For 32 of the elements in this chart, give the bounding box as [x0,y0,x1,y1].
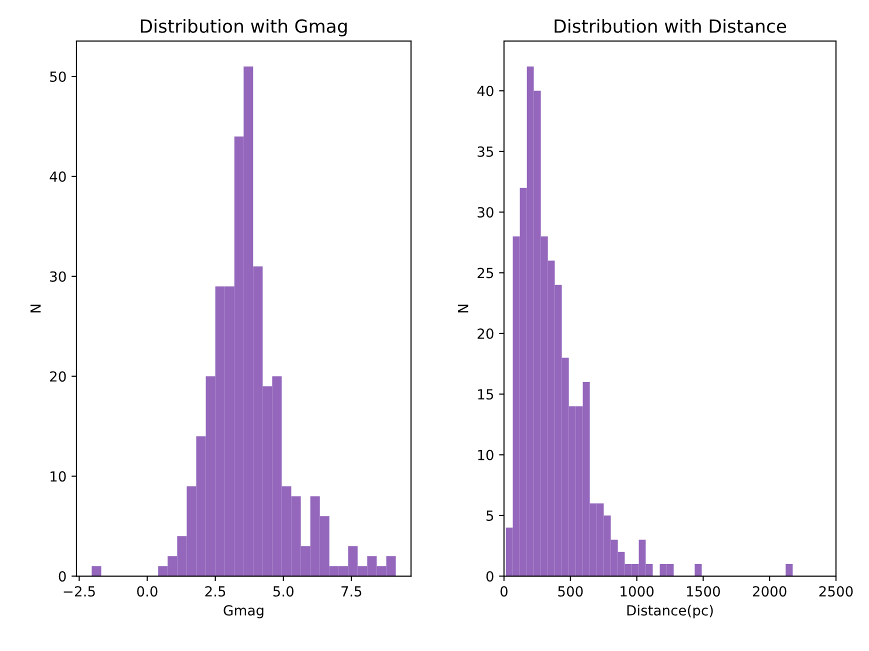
x-tick-label: 500 [558,586,583,597]
y-tick-label: 10 [50,471,66,482]
y-tick-label: 50 [50,71,66,82]
y-tick-label: 30 [478,207,494,218]
x-tick-label: 0 [500,586,508,597]
y-tick-label: 20 [478,328,494,339]
y-tick-label: 0 [486,571,494,582]
x-tick-label: 1000 [620,586,654,597]
y-tick-label: 25 [478,268,494,278]
y-axis-title: N [458,304,468,312]
y-tick-label: 0 [58,571,66,582]
chart-title: Distribution with Distance [554,18,786,33]
y-tick-label: 10 [478,450,494,460]
y-tick-label: 40 [50,171,66,182]
y-tick-label: 5 [486,510,494,521]
y-axis-title: N [30,304,41,312]
y-tick-label: 35 [478,146,494,157]
x-tick-label: 5.0 [273,586,294,597]
x-tick-label: 0.0 [137,586,158,597]
chart-title: Distribution with Gmag [140,18,347,36]
y-tick-label: 30 [50,271,66,282]
y-tick-label: 15 [478,389,494,400]
x-tick-label: 1500 [687,586,720,597]
x-tick-label: −2.5 [64,586,95,597]
x-tick-label: 7.5 [342,586,362,597]
x-axis-title: Distance(pc) [627,604,713,618]
y-tick-label: 40 [477,86,494,96]
x-tick-label: 2000 [752,586,786,597]
x-axis-title: Gmag [224,605,264,618]
x-tick-label: 2500 [819,586,853,597]
x-tick-label: 2.5 [205,586,226,597]
y-tick-label: 20 [50,371,66,382]
